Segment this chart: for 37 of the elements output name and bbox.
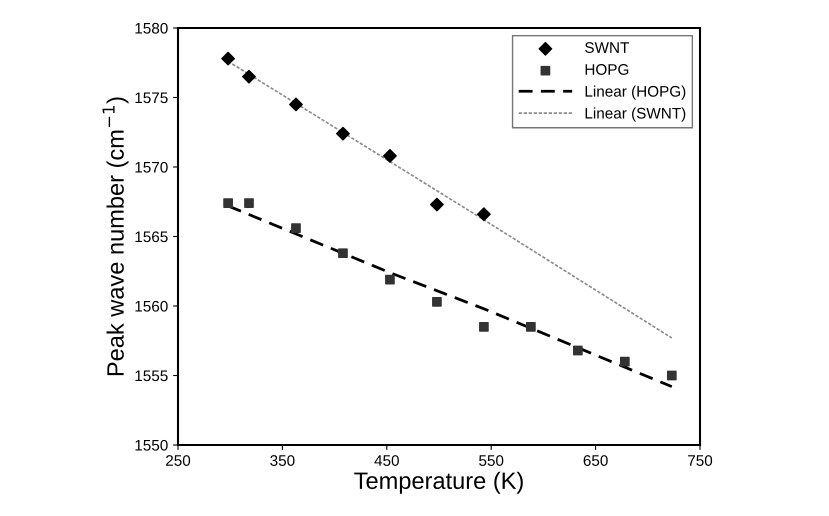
point [289, 98, 303, 112]
point [338, 248, 348, 258]
y-tick-label: 1580 [135, 22, 168, 34]
point [666, 370, 677, 380]
x-tick-label: 450 [374, 455, 399, 466]
x-tick-label: 550 [479, 455, 504, 466]
point [221, 52, 236, 66]
point [479, 322, 489, 332]
point [432, 296, 442, 307]
point [336, 126, 350, 141]
legend-label: Linear (HOPG) [586, 86, 686, 100]
legend-label: HOPG [586, 64, 628, 75]
point [430, 198, 444, 212]
x-axis-title: Temperature (K) [354, 472, 523, 494]
point [242, 70, 256, 84]
point [572, 346, 583, 356]
point [291, 223, 301, 234]
legend-label: Linear (SWNT) [586, 107, 686, 122]
y-axis-title: Peak wave number (cm$^{−1}$) [102, 97, 129, 376]
x-tick-label: 750 [688, 455, 712, 466]
point [526, 322, 536, 332]
point [383, 148, 397, 163]
y-tick-label: 1565 [135, 231, 168, 242]
x-tick-label: 650 [584, 455, 608, 466]
point [244, 198, 254, 208]
point [476, 207, 491, 222]
x-tick-label: 350 [270, 455, 295, 466]
y-tick-label: 1560 [135, 300, 168, 312]
point [223, 198, 233, 208]
point [620, 356, 630, 366]
y-tick-label: 1550 [135, 440, 168, 451]
y-tick-label: 1555 [135, 370, 168, 382]
point [385, 274, 395, 284]
y-tick-label: 1570 [135, 162, 168, 173]
legend-label: SWNT [585, 42, 629, 53]
y-tick-label: 1575 [135, 92, 168, 104]
x-tick-label: 250 [166, 455, 190, 466]
